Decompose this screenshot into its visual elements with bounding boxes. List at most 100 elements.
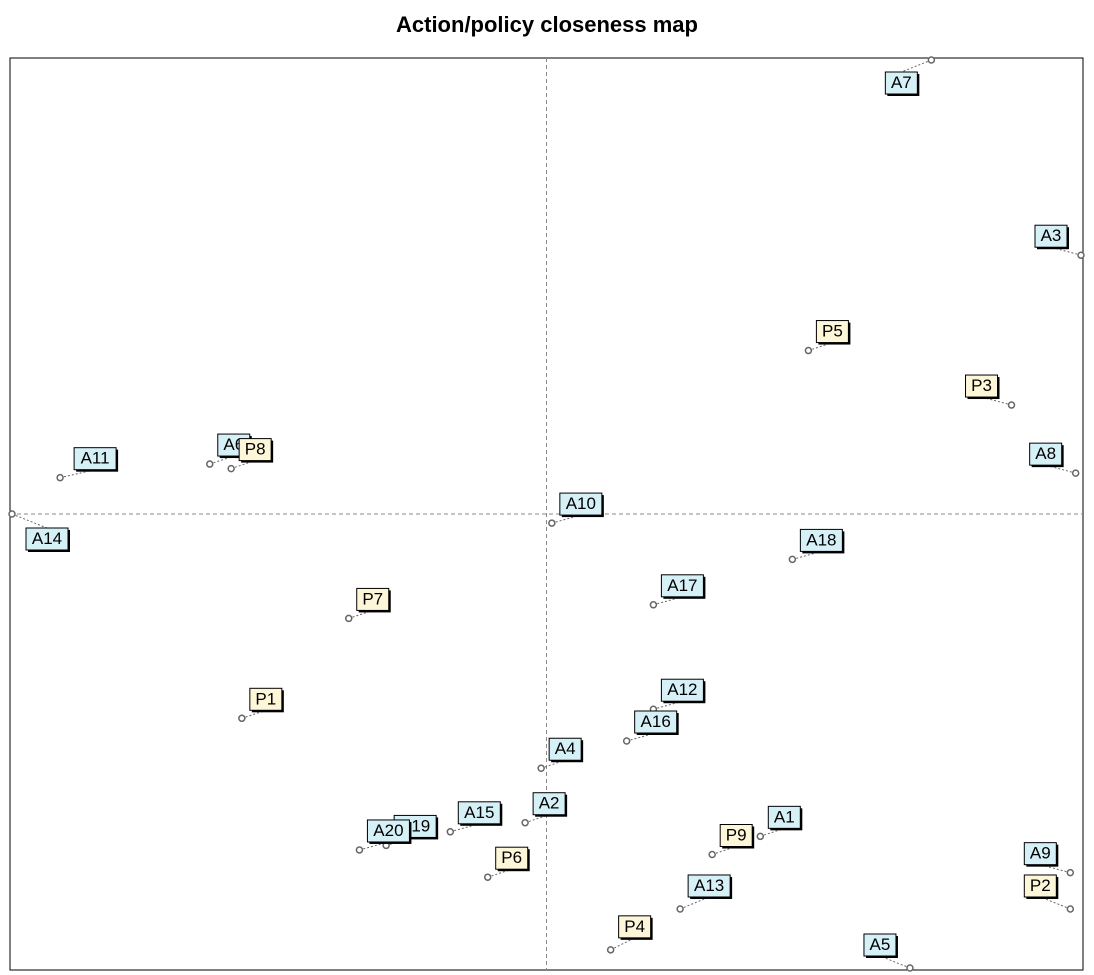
point-a2: A2 <box>521 792 568 827</box>
label-box <box>815 320 849 344</box>
label-box <box>884 71 918 95</box>
point-label: A15 <box>464 803 494 822</box>
point-label: A14 <box>32 529 62 548</box>
point-marker <box>238 714 246 723</box>
label-box <box>495 846 529 870</box>
point-marker <box>606 946 615 954</box>
label-box <box>73 447 117 471</box>
point-a9: A9 <box>1023 842 1075 877</box>
point-a17: A17 <box>649 574 706 609</box>
point-p4: P4 <box>606 915 653 954</box>
label-box <box>457 801 501 825</box>
point-marker <box>622 737 631 745</box>
leader-line <box>879 955 911 969</box>
point-label: P4 <box>624 917 645 936</box>
point-a20: A20 <box>355 819 412 854</box>
point-label: A7 <box>891 73 912 92</box>
point-label: P6 <box>501 848 522 867</box>
point-marker <box>1077 251 1085 259</box>
leader-line <box>901 59 932 73</box>
point-a13: A13 <box>676 874 733 913</box>
label-box <box>965 374 999 398</box>
point-label: A12 <box>667 680 697 699</box>
label-box <box>356 587 390 611</box>
label-box <box>366 819 410 843</box>
point-marker <box>1066 868 1075 877</box>
label-box <box>799 528 843 552</box>
label-box <box>25 527 69 551</box>
label-box <box>1029 442 1063 466</box>
label-box <box>719 824 753 847</box>
point-p7: P7 <box>344 587 391 623</box>
point-marker <box>355 846 364 854</box>
points-layer: A1A2A3A4A5A6A7A8A9A10A11A12A13A14A15A16A… <box>8 56 1085 972</box>
label-box <box>1023 874 1057 898</box>
point-p5: P5 <box>804 320 851 355</box>
leader-line <box>11 513 48 529</box>
point-marker <box>756 832 765 841</box>
point-marker <box>1066 905 1075 913</box>
point-marker <box>521 818 529 827</box>
point-marker <box>804 346 813 355</box>
point-marker <box>788 555 797 564</box>
point-marker <box>548 519 556 527</box>
point-marker <box>906 964 914 972</box>
point-marker <box>927 56 936 64</box>
point-marker <box>8 510 16 518</box>
point-p6: P6 <box>483 846 530 881</box>
point-label: P9 <box>726 826 747 845</box>
label-box <box>532 792 566 816</box>
point-marker <box>676 905 684 913</box>
point-label: A3 <box>1041 226 1062 245</box>
point-label: A2 <box>539 794 560 813</box>
point-a14: A14 <box>8 510 70 552</box>
point-marker <box>206 460 214 468</box>
point-a3: A3 <box>1034 224 1085 259</box>
point-marker <box>344 614 353 623</box>
point-a4: A4 <box>537 737 584 772</box>
label-box <box>660 678 704 702</box>
point-label: A17 <box>667 576 697 595</box>
point-a10: A10 <box>548 492 604 527</box>
watermark <box>1084 760 1094 940</box>
point-label: A20 <box>373 821 403 840</box>
point-p2: P2 <box>1023 874 1075 913</box>
point-marker <box>1007 401 1016 409</box>
point-p8: P8 <box>227 438 274 473</box>
point-marker <box>1071 469 1080 477</box>
point-a18: A18 <box>788 528 845 564</box>
point-label: A11 <box>81 449 110 468</box>
point-label: A4 <box>555 739 576 758</box>
point-marker <box>56 473 64 482</box>
point-a12: A12 <box>649 678 706 713</box>
point-label: P5 <box>822 322 843 341</box>
point-label: P1 <box>255 689 276 708</box>
point-p3: P3 <box>965 374 1016 409</box>
label-box <box>767 805 801 829</box>
label-box <box>548 737 582 761</box>
point-a11: A11 <box>56 447 119 482</box>
point-label: A18 <box>806 530 836 549</box>
point-marker <box>537 764 545 772</box>
point-p1: P1 <box>238 687 284 723</box>
label-box <box>559 492 603 516</box>
leader-line <box>679 896 710 910</box>
label-box <box>1023 842 1057 866</box>
point-marker <box>649 601 658 609</box>
point-label: A13 <box>694 876 724 895</box>
point-label: A1 <box>774 807 795 826</box>
point-label: P8 <box>245 440 266 459</box>
point-a15: A15 <box>446 801 503 836</box>
point-marker <box>446 828 455 836</box>
chart-title: Action/policy closeness map <box>396 12 698 37</box>
point-a16: A16 <box>622 710 679 745</box>
label-box <box>634 710 678 734</box>
label-box <box>238 438 272 462</box>
point-label: P7 <box>362 589 383 608</box>
label-box <box>1034 224 1068 248</box>
label-box <box>863 933 897 957</box>
label-box <box>660 574 704 598</box>
point-marker <box>483 873 492 881</box>
leader-line <box>610 937 635 951</box>
